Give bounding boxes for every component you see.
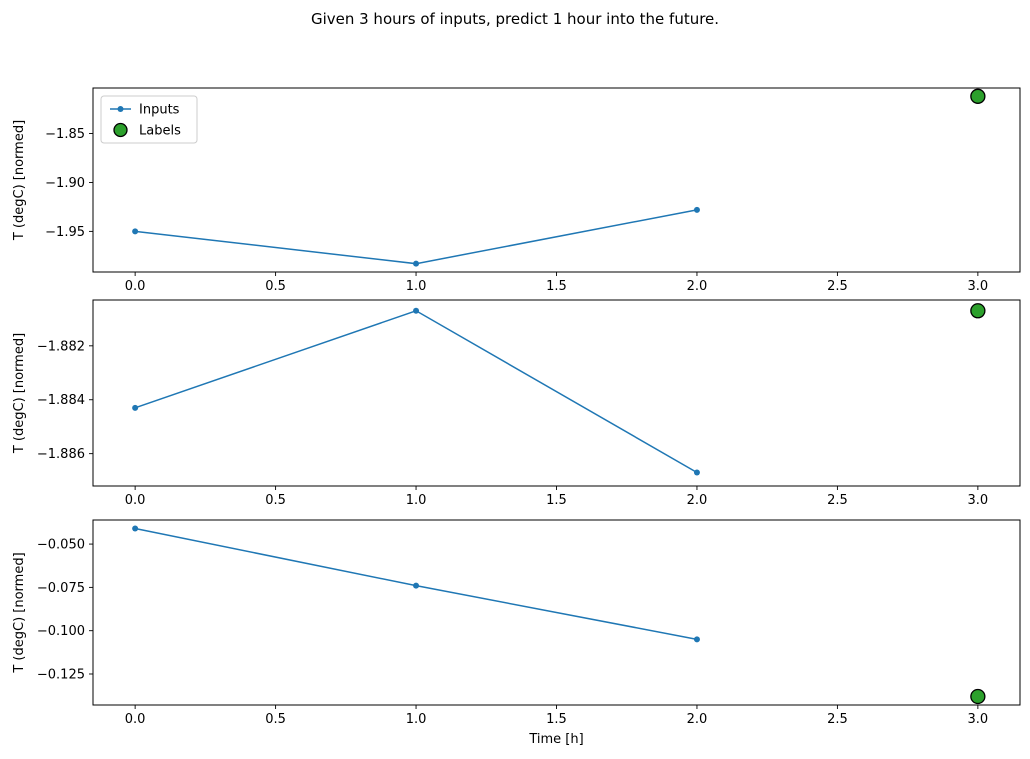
series-marker-inputs [413, 582, 420, 589]
y-tick-label: −1.85 [45, 127, 85, 142]
series-marker-inputs [693, 206, 700, 213]
subplot-2: 0.0 0.5 1.0 1.5 2.0 2.5 3.0 −1.882 −1.884 −1.886 T… [12, 299, 1021, 508]
x-tick-label: 2.5 [827, 279, 848, 294]
y-tick-label: −0.050 [37, 538, 85, 553]
x-tick-label: 1.0 [406, 493, 427, 508]
y-tick-label: −1.886 [37, 447, 85, 462]
y-axis-label: T (degC) [normed] [12, 333, 27, 454]
y-axis-label: T (degC) [normed] [12, 120, 27, 241]
x-axis-label: Time [h] [528, 732, 583, 747]
series-marker-inputs [693, 636, 700, 643]
x-tick-label: 1.5 [546, 279, 567, 294]
legend-label-inputs: Inputs [139, 103, 180, 118]
y-tick-label: −1.95 [45, 225, 85, 240]
x-tick-label: 0.5 [265, 493, 286, 508]
x-tick-label: 3.0 [968, 279, 989, 294]
y-tick-label: −0.100 [37, 624, 85, 639]
label-point [970, 88, 986, 104]
x-tick-label: 1.5 [546, 712, 567, 727]
figure-title: Given 3 hours of inputs, predict 1 hour … [310, 10, 720, 28]
x-tick-label: 2.0 [687, 493, 708, 508]
legend-marker-labels [113, 122, 128, 138]
x-tick-label: 0.5 [265, 712, 286, 727]
subplot-1: 0.0 0.5 1.0 1.5 2.0 2.5 3.0 −1.85 −1.90 −1.95 T (d… [12, 87, 1021, 294]
legend-marker-inputs [117, 106, 124, 112]
y-tick-label: −0.125 [37, 667, 85, 682]
x-tick-label: 0.0 [125, 493, 146, 508]
x-tick-label: 2.5 [827, 712, 848, 727]
x-tick-label: 0.0 [125, 279, 146, 294]
y-tick-label: −1.884 [37, 393, 85, 408]
x-tick-label: 2.5 [827, 493, 848, 508]
x-tick-label: 1.0 [406, 279, 427, 294]
x-tick-label: 3.0 [968, 712, 989, 727]
series-marker-inputs [132, 404, 139, 411]
x-tick-label: 1.0 [406, 712, 427, 727]
x-tick-label: 0.5 [265, 279, 286, 294]
series-marker-inputs [132, 525, 139, 532]
subplot-3: 0.0 0.5 1.0 1.5 2.0 2.5 3.0 −0.050 −0.075 −0.100 −… [12, 519, 1021, 747]
legend-label-labels: Labels [139, 124, 181, 139]
x-tick-label: 2.0 [687, 279, 708, 294]
x-tick-label: 0.0 [125, 712, 146, 727]
y-axis-label: T (degC) [normed] [12, 552, 27, 673]
series-marker-inputs [132, 228, 139, 235]
series-marker-inputs [413, 260, 420, 267]
x-tick-label: 1.5 [546, 493, 567, 508]
y-tick-label: −1.882 [37, 339, 85, 354]
series-marker-inputs [693, 469, 700, 476]
y-tick-label: −1.90 [45, 176, 85, 191]
plot-frame [92, 299, 1021, 487]
x-tick-label: 2.0 [687, 712, 708, 727]
series-marker-inputs [413, 307, 420, 314]
label-point [970, 303, 986, 319]
plot-frame [92, 87, 1021, 273]
x-tick-label: 3.0 [968, 493, 989, 508]
y-tick-label: −0.075 [37, 581, 85, 596]
label-point [970, 688, 986, 705]
